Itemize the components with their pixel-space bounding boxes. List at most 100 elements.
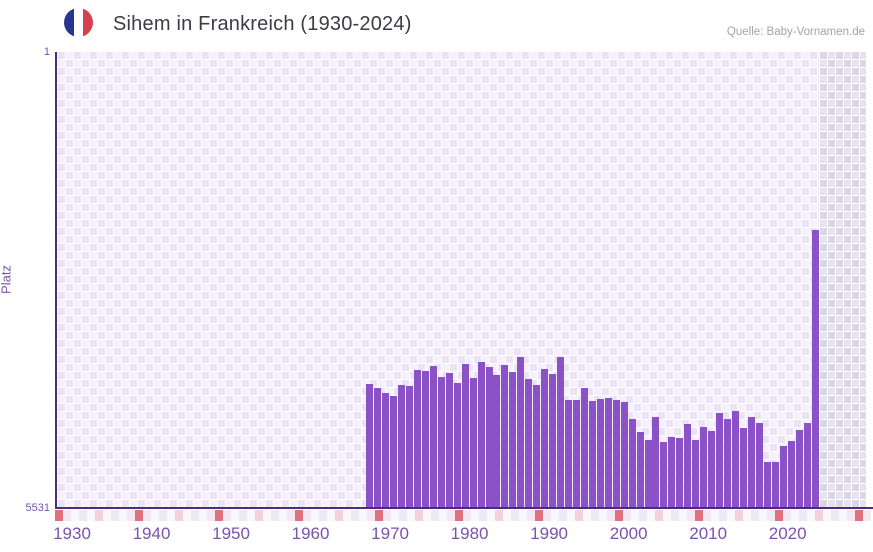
bar-1985[interactable] bbox=[509, 371, 517, 508]
bar-2012[interactable] bbox=[724, 418, 732, 508]
strip-cell bbox=[599, 510, 607, 521]
x-axis-line bbox=[55, 507, 873, 509]
strip-cell bbox=[479, 510, 487, 521]
strip-cell bbox=[159, 510, 167, 521]
bar-1987[interactable] bbox=[525, 379, 533, 508]
bar-2016[interactable] bbox=[755, 423, 763, 508]
strip-cell bbox=[807, 510, 815, 521]
strip-cell bbox=[143, 510, 151, 521]
strip-cell bbox=[287, 510, 295, 521]
bar-1967[interactable] bbox=[366, 383, 374, 508]
y-axis-min-label: 5531 bbox=[25, 502, 50, 514]
bar-1976[interactable] bbox=[437, 377, 445, 508]
bar-1994[interactable] bbox=[580, 388, 588, 508]
strip-cell bbox=[447, 510, 455, 521]
bar-1991[interactable] bbox=[557, 356, 565, 508]
bar-2001[interactable] bbox=[636, 431, 644, 508]
bar-2004[interactable] bbox=[660, 441, 668, 508]
bar-2021[interactable] bbox=[795, 429, 803, 508]
bar-1975[interactable] bbox=[429, 366, 437, 508]
bar-1999[interactable] bbox=[620, 401, 628, 508]
bar-2008[interactable] bbox=[692, 439, 700, 508]
strip-cell bbox=[399, 510, 407, 521]
strip-cell bbox=[79, 510, 87, 521]
bar-2010[interactable] bbox=[708, 430, 716, 508]
strip-cell bbox=[303, 510, 311, 521]
bar-1992[interactable] bbox=[565, 399, 573, 508]
bar-1995[interactable] bbox=[588, 401, 596, 508]
decade-marker-cell bbox=[775, 510, 783, 521]
decade-marker-cell bbox=[615, 510, 623, 521]
bar-2005[interactable] bbox=[668, 436, 676, 508]
bar-1990[interactable] bbox=[549, 374, 557, 508]
bar-2022[interactable] bbox=[803, 422, 811, 508]
strip-cell bbox=[607, 510, 615, 521]
bar-2013[interactable] bbox=[732, 411, 740, 508]
x-tick-label: 2020 bbox=[768, 524, 807, 543]
strip-cell bbox=[247, 510, 255, 521]
bar-1980[interactable] bbox=[469, 378, 477, 508]
bar-1983[interactable] bbox=[493, 375, 501, 508]
bar-1988[interactable] bbox=[533, 385, 541, 508]
y-axis-title: Platz bbox=[0, 265, 14, 294]
strip-cell bbox=[527, 510, 535, 521]
strip-cell bbox=[847, 510, 855, 521]
bar-1968[interactable] bbox=[374, 387, 382, 508]
france-flag-icon bbox=[64, 8, 93, 37]
bar-2018[interactable] bbox=[771, 461, 779, 508]
decade-marker-cell bbox=[455, 510, 463, 521]
bar-2015[interactable] bbox=[747, 417, 755, 508]
bar-1970[interactable] bbox=[390, 396, 398, 508]
bar-2003[interactable] bbox=[652, 416, 660, 508]
bars-layer bbox=[57, 52, 866, 508]
bar-2020[interactable] bbox=[787, 441, 795, 508]
bar-2007[interactable] bbox=[684, 423, 692, 508]
strip-cell bbox=[767, 510, 775, 521]
decade-marker-cell bbox=[535, 510, 543, 521]
x-tick-label: 1950 bbox=[212, 524, 250, 543]
bar-1989[interactable] bbox=[541, 368, 549, 508]
plot-area[interactable] bbox=[57, 52, 866, 508]
strip-cell bbox=[647, 510, 655, 521]
bar-1974[interactable] bbox=[421, 371, 429, 508]
page-title: Sihem in Frankreich (1930-2024) bbox=[113, 13, 412, 35]
strip-cell bbox=[63, 510, 71, 521]
bar-1979[interactable] bbox=[461, 364, 469, 508]
bar-1984[interactable] bbox=[501, 364, 509, 508]
bar-1997[interactable] bbox=[604, 398, 612, 508]
bar-2023[interactable] bbox=[811, 230, 819, 508]
bar-1972[interactable] bbox=[405, 385, 413, 508]
bar-2006[interactable] bbox=[676, 438, 684, 508]
strip-cell bbox=[623, 510, 631, 521]
bar-2011[interactable] bbox=[716, 412, 724, 508]
bar-1973[interactable] bbox=[413, 369, 421, 508]
bar-2017[interactable] bbox=[763, 461, 771, 508]
bar-1977[interactable] bbox=[445, 373, 453, 508]
bar-1982[interactable] bbox=[485, 367, 493, 508]
bar-1993[interactable] bbox=[572, 399, 580, 508]
strip-cell bbox=[703, 510, 711, 521]
bar-1978[interactable] bbox=[453, 383, 461, 508]
strip-cell bbox=[503, 510, 511, 521]
bar-2014[interactable] bbox=[739, 427, 747, 508]
bar-1981[interactable] bbox=[477, 361, 485, 508]
strip-cell bbox=[663, 510, 671, 521]
bar-1986[interactable] bbox=[517, 357, 525, 508]
bar-1971[interactable] bbox=[398, 384, 406, 508]
bar-1969[interactable] bbox=[382, 392, 390, 508]
bar-2000[interactable] bbox=[628, 419, 636, 508]
bar-1996[interactable] bbox=[596, 399, 604, 508]
strip-cell bbox=[543, 510, 551, 521]
decade-marker-cell bbox=[375, 510, 383, 521]
strip-cell bbox=[631, 510, 639, 521]
strip-cell bbox=[687, 510, 695, 521]
bar-2009[interactable] bbox=[700, 426, 708, 508]
strip-cell bbox=[191, 510, 199, 521]
bar-1998[interactable] bbox=[612, 399, 620, 508]
bar-2002[interactable] bbox=[644, 439, 652, 508]
bar-2019[interactable] bbox=[779, 446, 787, 508]
x-tick-label: 1970 bbox=[371, 524, 409, 543]
decade-marker-strip bbox=[55, 510, 873, 521]
strip-cell bbox=[639, 510, 647, 521]
